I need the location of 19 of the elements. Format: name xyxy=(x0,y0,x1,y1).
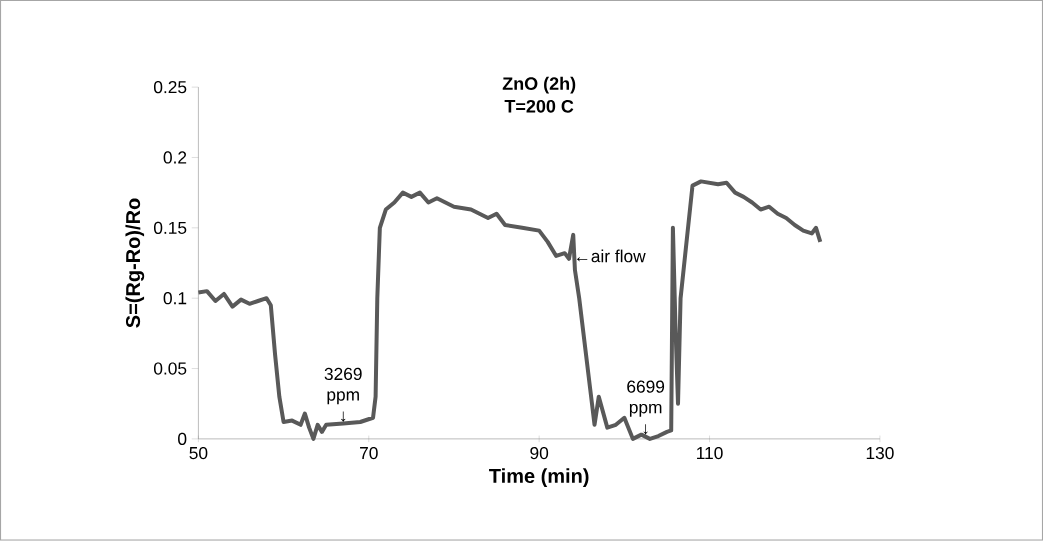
y-tick-label: 0.2 xyxy=(163,151,187,164)
x-axis-title: Time (min) xyxy=(489,468,589,488)
y-tick-label: 0.1 xyxy=(163,292,187,305)
x-tick-label: 110 xyxy=(697,447,723,460)
x-tick-label: 50 xyxy=(189,447,208,460)
y-tick-label: 0.15 xyxy=(153,221,187,235)
y-axis-title: S=(Rg-Ro)/Ro xyxy=(125,198,145,328)
y-tick-label: 0.05 xyxy=(153,362,187,375)
text: T=200 C xyxy=(504,100,574,113)
x-tick-label: 90 xyxy=(530,447,549,460)
y-tick-label: 0 xyxy=(178,432,187,446)
x-tick-label: 70 xyxy=(360,447,378,460)
y-tick-label: 0.25 xyxy=(153,81,187,94)
chart-title: ZnO (2h) xyxy=(502,76,576,94)
x-tick-label: 130 xyxy=(866,447,894,460)
annotation: 6699 ppm ↓ xyxy=(627,380,665,435)
annotation: 3269 ppm ↓ xyxy=(324,367,362,422)
annotation: ←air flow xyxy=(577,249,646,263)
line-series xyxy=(196,179,823,442)
